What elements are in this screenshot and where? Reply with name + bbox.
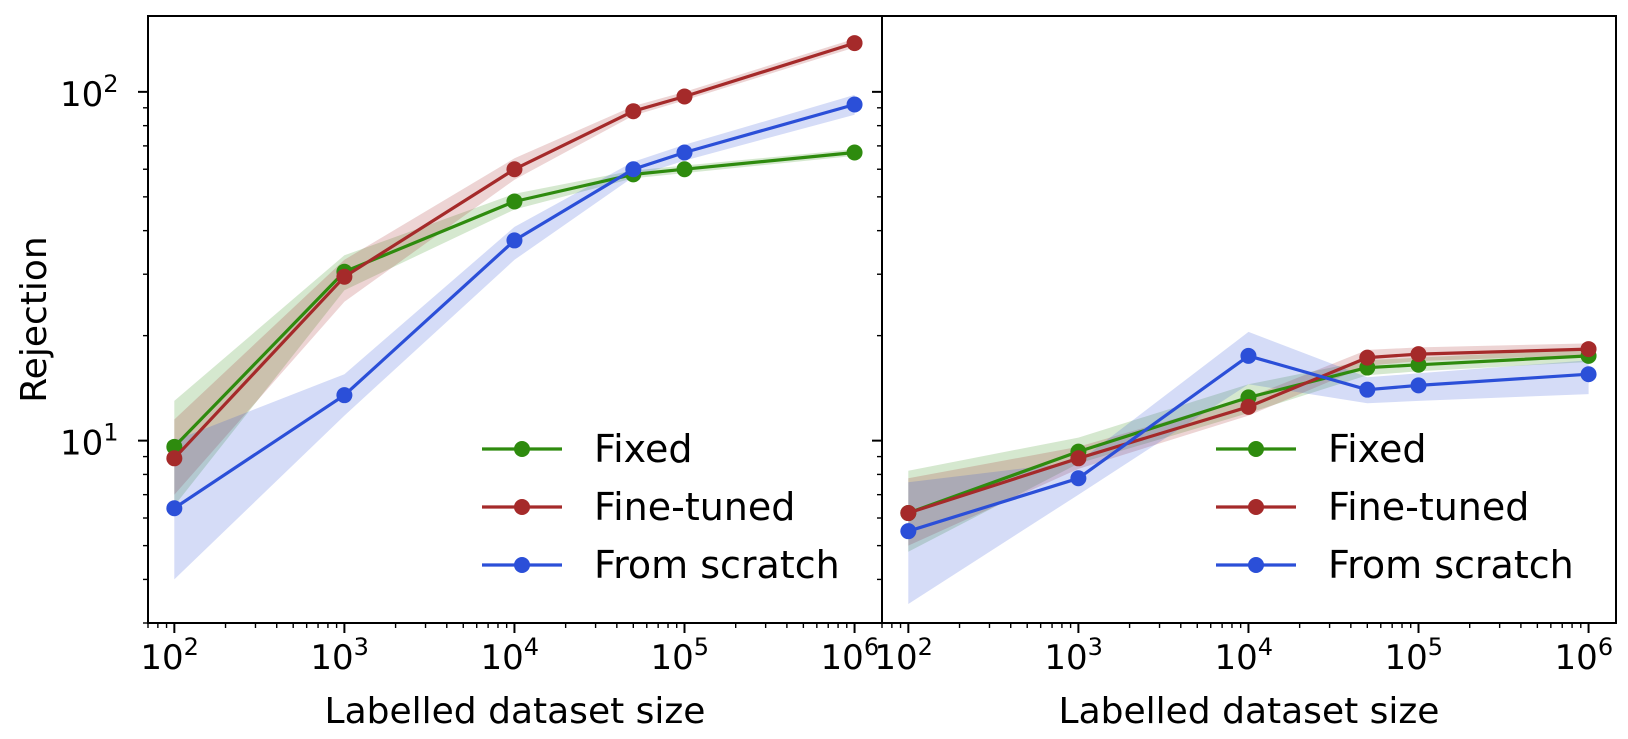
point-fine-tuned-1 xyxy=(336,268,353,285)
y-axis-title: Rejection xyxy=(14,236,55,402)
point-fine-tuned-1 xyxy=(1070,450,1087,467)
point-fine-tuned-0 xyxy=(166,450,183,467)
point-from-scratch-3 xyxy=(1359,381,1376,398)
legend-marker-from-scratch xyxy=(1248,557,1264,573)
legend-label-fine-tuned: Fine-tuned xyxy=(1328,485,1529,529)
point-from-scratch-2 xyxy=(1240,347,1257,364)
x-tick-label: 104 xyxy=(1214,633,1273,678)
x-tick-label: 102 xyxy=(874,633,933,678)
point-from-scratch-5 xyxy=(846,96,863,113)
x-tick-label: 104 xyxy=(480,633,539,678)
point-fine-tuned-2 xyxy=(506,161,523,178)
point-from-scratch-2 xyxy=(506,232,523,249)
band-from-scratch xyxy=(908,331,1589,604)
x-tick-label: 102 xyxy=(140,633,199,678)
x-tick-label: 106 xyxy=(821,633,880,678)
point-fine-tuned-5 xyxy=(1580,341,1597,358)
point-fine-tuned-2 xyxy=(1240,398,1257,415)
x-tick-label: 106 xyxy=(1555,633,1614,678)
point-fine-tuned-4 xyxy=(676,88,693,105)
point-fine-tuned-3 xyxy=(625,103,642,120)
point-fine-tuned-3 xyxy=(1359,349,1376,366)
point-fine-tuned-4 xyxy=(1410,346,1427,363)
band-fixed xyxy=(174,149,855,506)
series-line-from-scratch xyxy=(173,102,856,510)
point-fixed-0 xyxy=(166,438,183,455)
panel-2: 102 103 104 105 106 Labelled dataset size Fixe… xyxy=(872,15,1617,732)
point-fixed-2 xyxy=(506,193,523,210)
legend-label-fixed: Fixed xyxy=(594,427,692,471)
x-tick-label: 103 xyxy=(1044,633,1103,678)
point-fixed-5 xyxy=(846,144,863,161)
point-fine-tuned-5 xyxy=(846,35,863,52)
series-line-fine-tuned xyxy=(907,347,1589,515)
series-line-from-scratch xyxy=(907,354,1589,533)
x-tick-label: 105 xyxy=(1385,633,1444,678)
panel-1: 102 103 104 105 106 101 102 Labelled dataset si… xyxy=(14,15,883,732)
legend-marker-fixed xyxy=(514,441,530,457)
legend-label-from-scratch: From scratch xyxy=(1328,543,1574,587)
y-tick-label: 102 xyxy=(60,70,119,115)
series-line-fixed xyxy=(173,150,855,448)
y-tick-label: 101 xyxy=(60,419,119,464)
legend-marker-fine-tuned xyxy=(514,499,530,515)
point-from-scratch-0 xyxy=(166,500,183,517)
x-axis-title: Labelled dataset size xyxy=(1059,691,1440,732)
point-from-scratch-3 xyxy=(625,161,642,178)
point-from-scratch-4 xyxy=(676,144,693,161)
legend-label-fixed: Fixed xyxy=(1328,427,1426,471)
axes-frame xyxy=(147,15,883,624)
point-fixed-4 xyxy=(676,161,693,178)
point-from-scratch-1 xyxy=(336,387,353,404)
legend-marker-fine-tuned xyxy=(1248,499,1264,515)
x-tick-label: 103 xyxy=(310,633,369,678)
x-tick-label: 105 xyxy=(651,633,710,678)
legend-marker-fixed xyxy=(1248,441,1264,457)
legend-label-fine-tuned: Fine-tuned xyxy=(594,485,795,529)
series-line-fine-tuned xyxy=(173,41,856,460)
legend-marker-from-scratch xyxy=(514,557,530,573)
legend-label-from-scratch: From scratch xyxy=(594,543,840,587)
point-from-scratch-1 xyxy=(1070,470,1087,487)
x-axis-title: Labelled dataset size xyxy=(325,691,706,732)
point-fine-tuned-0 xyxy=(900,505,917,522)
point-from-scratch-0 xyxy=(900,523,917,540)
point-from-scratch-5 xyxy=(1580,366,1597,383)
point-from-scratch-4 xyxy=(1410,377,1427,394)
